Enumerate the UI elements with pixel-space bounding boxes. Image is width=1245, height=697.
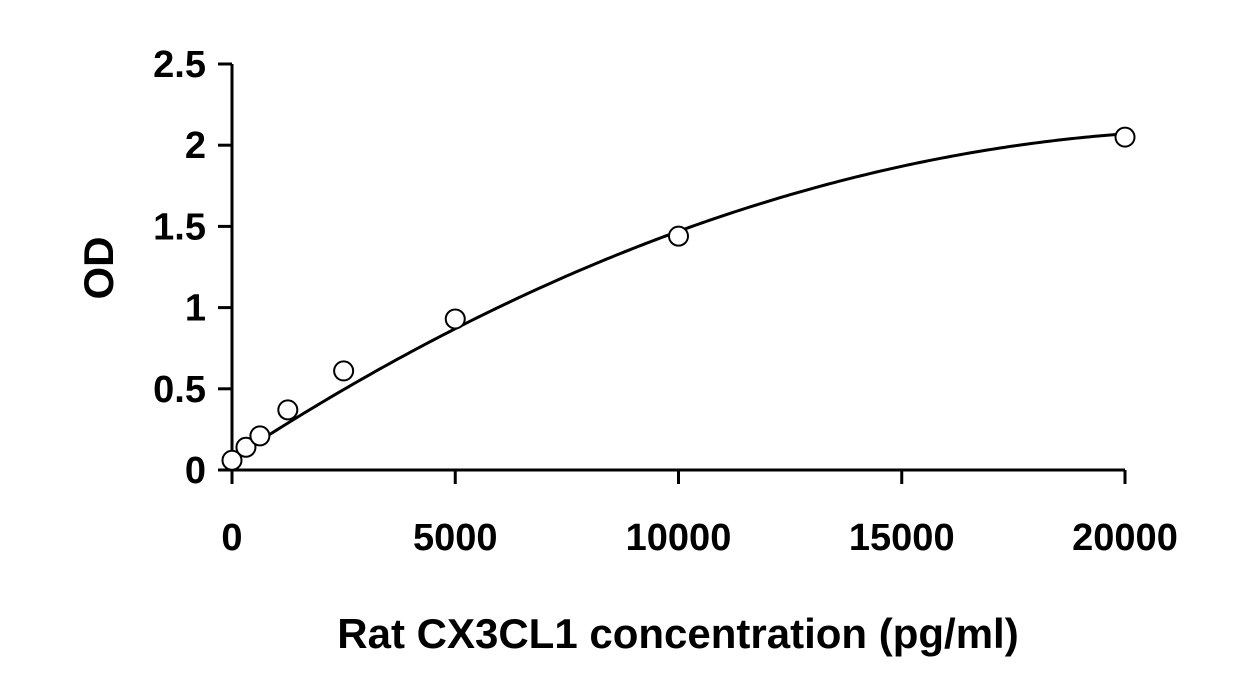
y-tick-label: 2.5	[153, 44, 206, 86]
y-tick-label: 0.5	[153, 369, 206, 411]
y-axis-title: OD	[75, 237, 122, 300]
data-point	[249, 425, 271, 447]
x-tick-label: 20000	[1072, 517, 1178, 559]
x-tick-label: 10000	[626, 517, 732, 559]
x-tick-label: 0	[221, 517, 242, 559]
data-point	[235, 436, 257, 458]
data-point	[277, 399, 299, 421]
data-point	[221, 449, 243, 471]
data-point	[333, 360, 355, 382]
y-tick-label: 0	[185, 450, 206, 492]
fit-curve-line	[231, 132, 1126, 460]
x-tick-label: 5000	[413, 517, 498, 559]
x-tick-label: 15000	[849, 517, 955, 559]
data-point	[668, 225, 689, 247]
y-tick-label: 1	[185, 288, 206, 330]
fit-curve-layer	[231, 132, 1126, 460]
data-points-layer	[221, 126, 1136, 471]
y-tick-label: 2	[185, 125, 206, 167]
y-tick-label: 1.5	[153, 206, 206, 248]
data-point	[1114, 126, 1136, 148]
tick-labels-layer: 0 0.5 1 1.5 2 2.5 0 5000 10000 15000 20000	[153, 44, 1178, 559]
data-point	[444, 308, 466, 330]
axes	[218, 62, 1127, 484]
x-axis-title: Rat CX3CL1 concentration (pg/ml)	[337, 610, 1018, 657]
